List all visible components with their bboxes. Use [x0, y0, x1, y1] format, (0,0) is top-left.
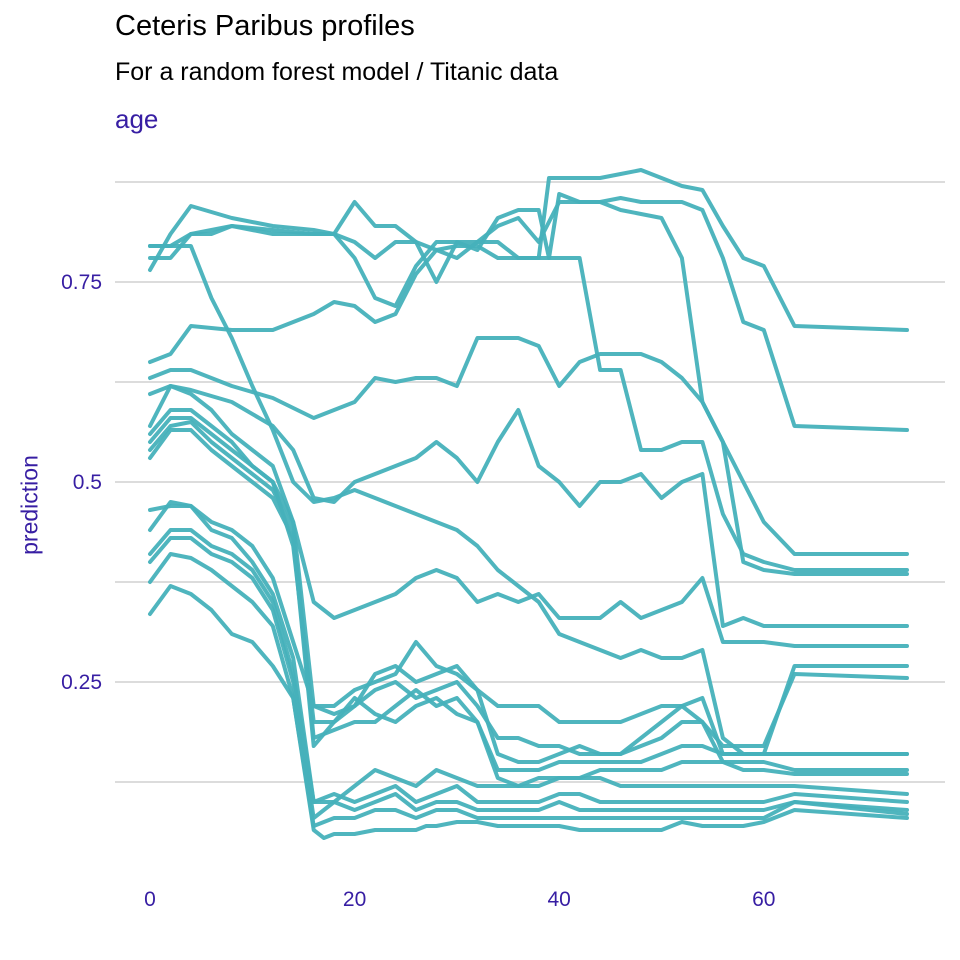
profile-line-12: [148, 428, 909, 788]
x-tick-label: 0: [144, 888, 156, 911]
profile-line-15: [148, 528, 909, 804]
chart-subtitle: For a random forest model / Titanic data: [115, 58, 559, 86]
profile-line-7: [148, 384, 909, 628]
profile-line-16: [148, 536, 909, 820]
chart-title: Ceteris Paribus profiles: [115, 10, 415, 42]
x-tick-label: 40: [548, 888, 571, 911]
profile-line-3: [148, 224, 909, 572]
profile-line-1: [148, 168, 909, 332]
profile-line-8: [148, 384, 909, 648]
y-tick-label: 0.5: [73, 471, 102, 494]
y-tick-label: 0.75: [61, 271, 102, 294]
profile-line-14: [148, 500, 909, 804]
panel-label: age: [115, 104, 159, 134]
x-tick-label: 60: [752, 888, 775, 911]
profile-line-18: [148, 584, 909, 840]
profile-line-4: [148, 244, 909, 756]
grid-layer: [115, 181, 945, 783]
profile-line-13: [148, 504, 909, 776]
y-tick-label: 0.25: [61, 671, 102, 694]
tick-layer: 0.25 0.5 0.75 0 20 40 60: [61, 271, 775, 911]
profile-line-6: [148, 336, 909, 556]
profile-lines: [148, 168, 909, 840]
x-tick-label: 20: [343, 888, 366, 911]
profile-line-17: [148, 552, 909, 828]
